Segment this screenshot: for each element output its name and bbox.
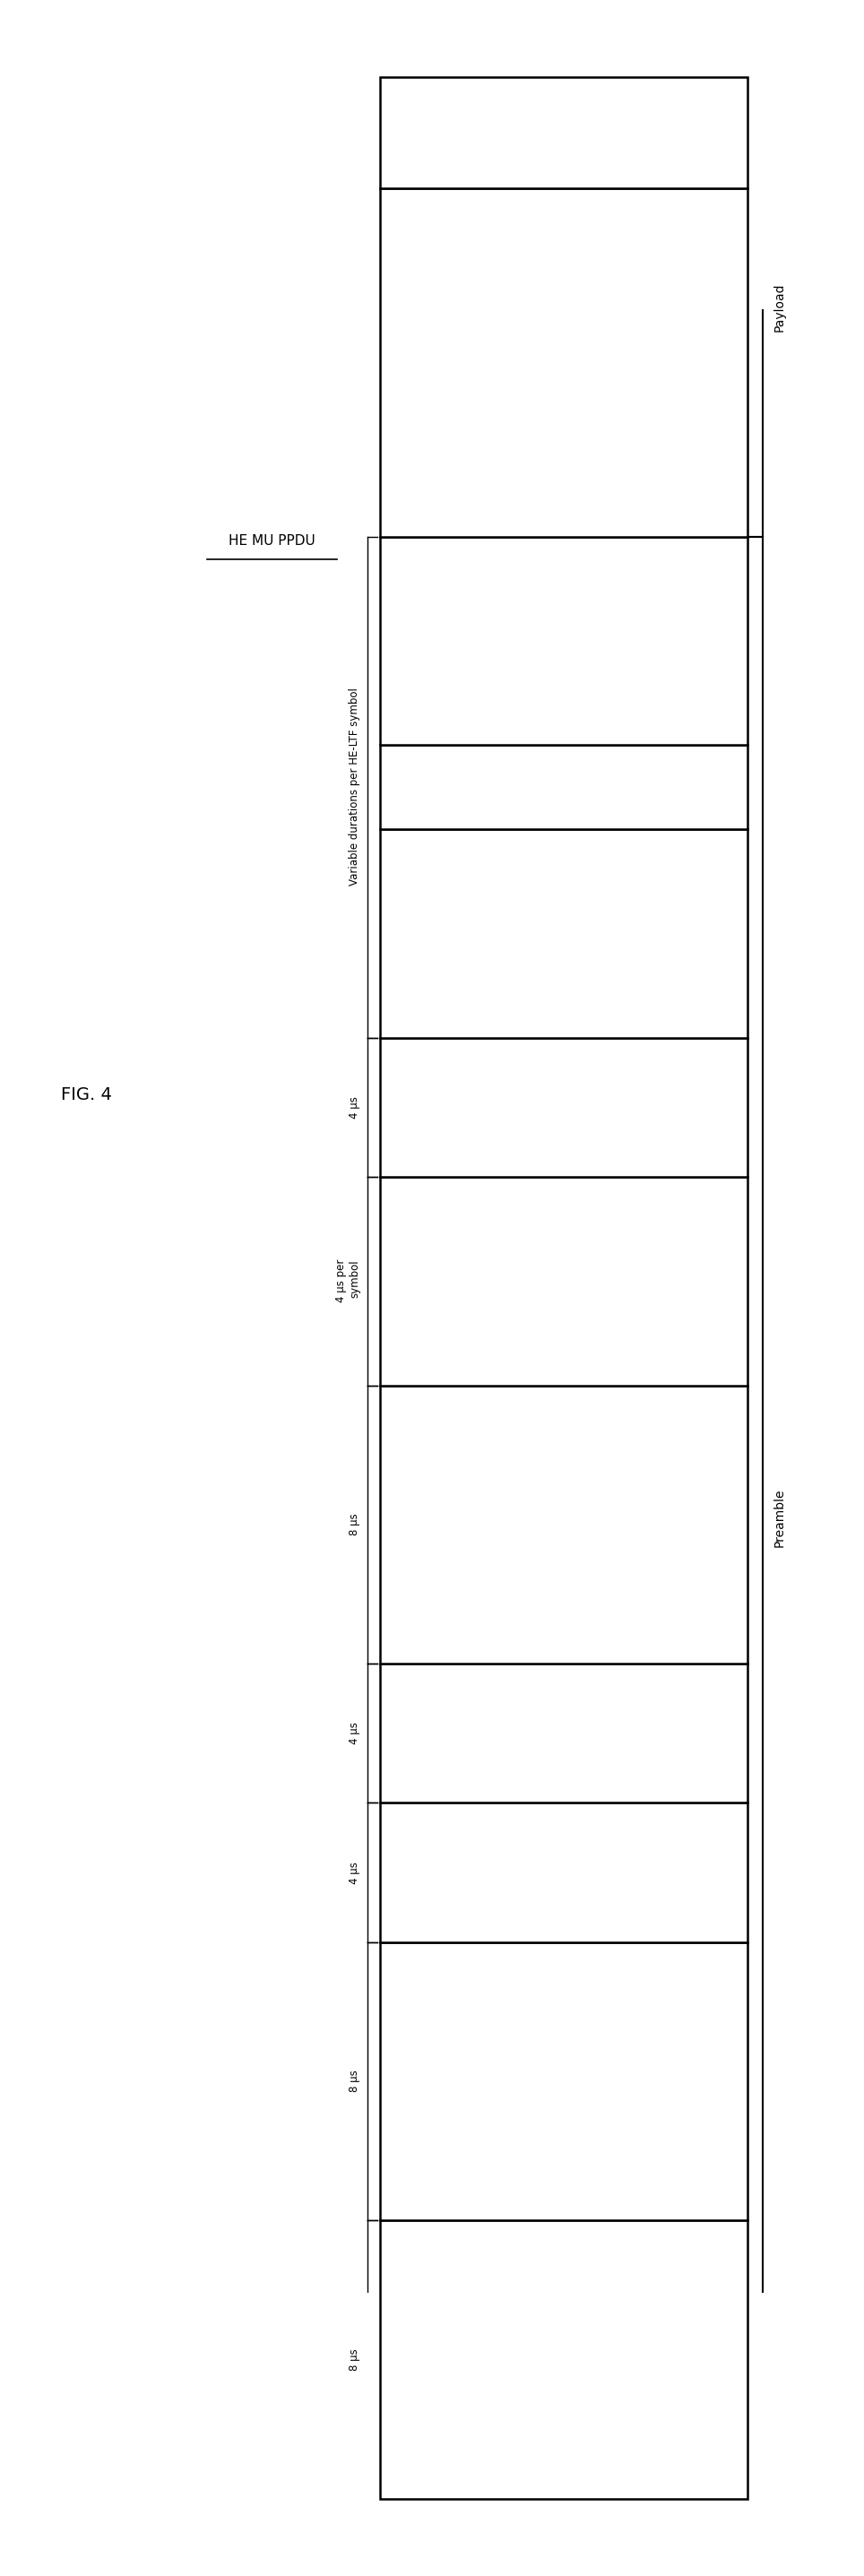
Text: 4 μs: 4 μs (349, 1095, 360, 1118)
Text: HE MU PPDU: HE MU PPDU (229, 533, 315, 549)
Text: HE-SIG-A: HE-SIG-A (557, 1497, 570, 1553)
Text: ...: ... (557, 781, 570, 793)
Text: L-STF: L-STF (557, 2342, 570, 2378)
Text: L-LTF: L-LTF (557, 2066, 570, 2097)
Text: PE: PE (557, 126, 570, 142)
Text: HE-STF: HE-STF (557, 1084, 570, 1128)
Text: RL-SIG: RL-SIG (557, 1713, 570, 1754)
Text: Payload: Payload (773, 283, 786, 332)
Text: 4 μs per
symbol: 4 μs per symbol (335, 1260, 360, 1303)
Text: 8 μs: 8 μs (349, 2071, 360, 2092)
Text: 4 μs: 4 μs (349, 1862, 360, 1883)
Text: HE-LTF: HE-LTF (557, 621, 570, 662)
Text: FIG. 4: FIG. 4 (61, 1087, 111, 1103)
Text: Variable durations per HE-LTF symbol: Variable durations per HE-LTF symbol (349, 688, 360, 886)
Text: Preamble: Preamble (773, 1489, 786, 1548)
Text: HE-SIG-B: HE-SIG-B (557, 1255, 570, 1309)
Text: 8 μs: 8 μs (349, 1515, 360, 1535)
Text: Data: Data (557, 348, 570, 379)
Text: 4 μs: 4 μs (349, 1723, 360, 1744)
Text: L-SIG: L-SIG (557, 1857, 570, 1888)
Text: HE-LTF: HE-LTF (557, 912, 570, 953)
Text: 8 μs: 8 μs (349, 2349, 360, 2370)
